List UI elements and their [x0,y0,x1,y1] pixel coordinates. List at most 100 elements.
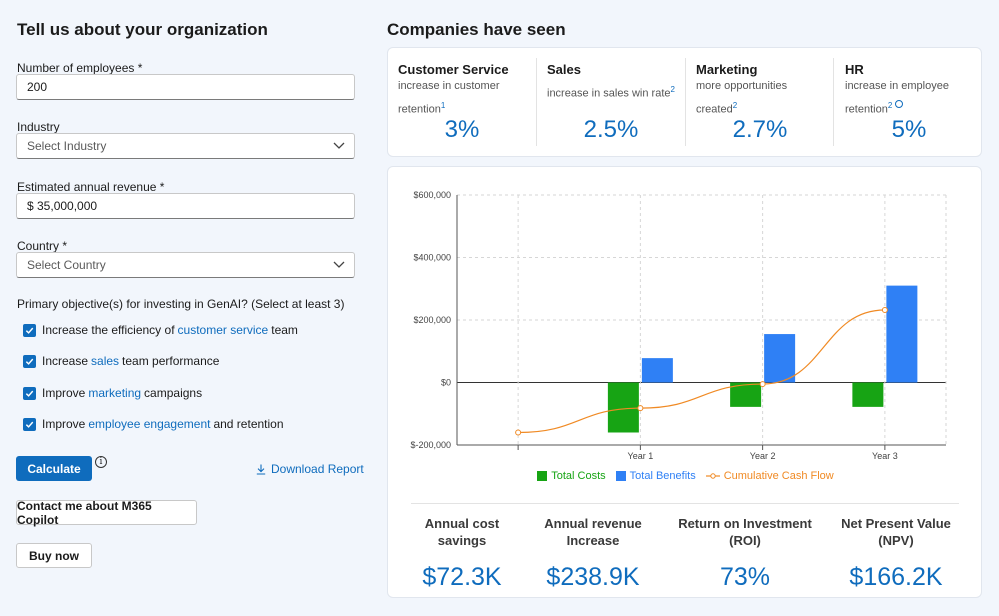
stat-desc-text: increase in customer retention [398,80,500,116]
objective-text-pre: Increase the efficiency of [42,323,175,337]
metric-label: Annual cost savings [424,516,500,548]
objective-link[interactable]: marketing [88,386,142,400]
chart-legend: Total Costs Total Benefits Cumulative Ca… [388,470,983,482]
cash-flow-point [759,381,766,388]
footnote-2[interactable]: 2 [670,85,675,94]
stat-value: 2.7% [732,116,788,143]
stat-desc-text: increase in sales win rate [547,87,671,100]
objective-link[interactable]: employee engagement [88,417,211,431]
stat-divider [685,58,686,146]
stat-title: HR [845,62,864,77]
checkmark-icon [25,358,34,365]
country-select[interactable]: Select Country [16,252,355,278]
legend-swatch-benefits [615,471,626,481]
download-report-label: Download Report [271,462,364,476]
chevron-down-icon [333,261,345,268]
bar-total-costs [852,382,884,407]
buy-now-button[interactable]: Buy now [16,543,92,568]
checkbox-checked[interactable] [23,323,36,337]
cash-flow-point [515,429,522,436]
x-tick-label: Year 2 [750,451,776,461]
objective-link[interactable]: customer service [177,323,269,337]
x-tick-label: Year 3 [872,451,898,461]
stat-title: Marketing [696,62,758,77]
metric-value: $238.9K [546,563,640,591]
info-icon[interactable]: i [95,456,107,468]
contact-button[interactable]: Contact me about M365 Copilot [16,499,197,527]
industry-select[interactable]: Select Industry [16,133,355,159]
objective-marketing[interactable]: Improve marketing campaigns [23,386,202,400]
industry-select-value: Select Industry [27,139,107,153]
metric-value: $166.2K [849,563,943,591]
stat-hr: HR increase in employee retention2 5% [835,48,983,158]
metric-npv: Net Present Value (NPV) $166.2K [826,515,966,592]
objective-employee-engagement[interactable]: Improve employee engagement and retentio… [23,417,284,431]
stat-desc: increase in sales win rate2 [547,80,687,104]
download-icon [256,464,266,475]
legend-total-benefits[interactable]: Total Benefits [615,470,696,482]
objective-text-pre: Improve [42,417,86,431]
cash-flow-point [881,307,888,313]
cumulative-cash-flow-line [518,309,885,434]
metric-roi: Return on Investment (ROI) 73% [675,515,815,592]
checkmark-icon [25,327,34,334]
metric-label: Net Present Value (NPV) [841,516,951,548]
metric-value: 73% [719,563,771,591]
stat-desc-text: more opportunities created [696,80,788,116]
stat-divider [833,58,834,146]
objective-text-pre: Improve [42,386,86,400]
metric-value: $72.3K [422,563,502,591]
x-tick-label: Year 1 [628,451,654,461]
cash-flow-chart: $-200,000 $0 $200,000 $400,000 $600,000 Year … [410,190,947,461]
revenue-label: Estimated annual revenue * [17,180,165,194]
checkbox-checked[interactable] [23,386,36,400]
objective-text-post: team [271,323,298,337]
y-tick-label: $200,000 [413,315,451,325]
legend-label: Total Costs [551,470,606,482]
country-select-value: Select Country [27,258,106,272]
objectives-title: Primary objective(s) for investing in Ge… [17,297,345,311]
stat-desc: increase in employee retention2 [845,77,957,120]
metric-cost-savings: Annual cost savings $72.3K [392,515,532,592]
legend-total-costs[interactable]: Total Costs [537,470,606,482]
objective-text-post: and retention [213,417,284,431]
checkbox-checked[interactable] [23,354,36,368]
checkmark-icon [25,390,34,397]
bar-total-benefits [641,358,673,383]
objective-customer-service[interactable]: Increase the efficiency of customer serv… [23,323,298,337]
stat-value: 3% [444,116,480,143]
legend-swatch-costs [537,471,548,481]
chevron-down-icon [333,142,345,149]
objective-text-pre: Increase [42,354,89,368]
objective-link[interactable]: sales [91,354,120,368]
legend-label: Cumulative Cash Flow [723,470,834,482]
stat-customer-service: Customer Service increase in customer re… [388,48,536,158]
revenue-input[interactable]: $ 35,000,000 [16,193,355,219]
stat-desc-text: increase in employee retention [845,80,949,116]
metric-revenue-increase: Annual revenue Increase $238.9K [523,515,663,592]
footnote-2[interactable]: 2 [732,101,738,110]
objective-text-post: team performance [122,354,220,368]
checkmark-icon [25,421,34,428]
objective-text-post: campaigns [144,386,203,400]
checkbox-checked[interactable] [23,417,36,431]
legend-cumulative-cash-flow[interactable]: Cumulative Cash Flow [705,470,834,482]
download-report-link[interactable]: Download Report [256,462,364,476]
footnote-2[interactable]: 2 [887,101,893,110]
metric-label: Annual revenue Increase [544,516,642,548]
chart-card: $-200,000 $0 $200,000 $400,000 $600,000 Year … [387,166,982,598]
footnote-1[interactable]: 1 [440,101,446,110]
info-icon[interactable] [895,99,904,108]
calculate-button[interactable]: Calculate [16,456,92,481]
employees-label: Number of employees * [17,61,143,75]
cash-flow-point [637,405,644,412]
stat-marketing: Marketing more opportunities created2 2.… [686,48,834,158]
legend-swatch-line [705,473,720,479]
objective-sales[interactable]: Increase sales team performance [23,354,219,368]
metrics-divider [411,503,959,504]
y-tick-label: $400,000 [413,253,451,263]
metric-label: Return on Investment (ROI) [678,516,812,548]
stats-card: Customer Service increase in customer re… [387,47,982,157]
legend-label: Total Benefits [629,470,696,482]
employees-input[interactable]: 200 [16,74,355,100]
